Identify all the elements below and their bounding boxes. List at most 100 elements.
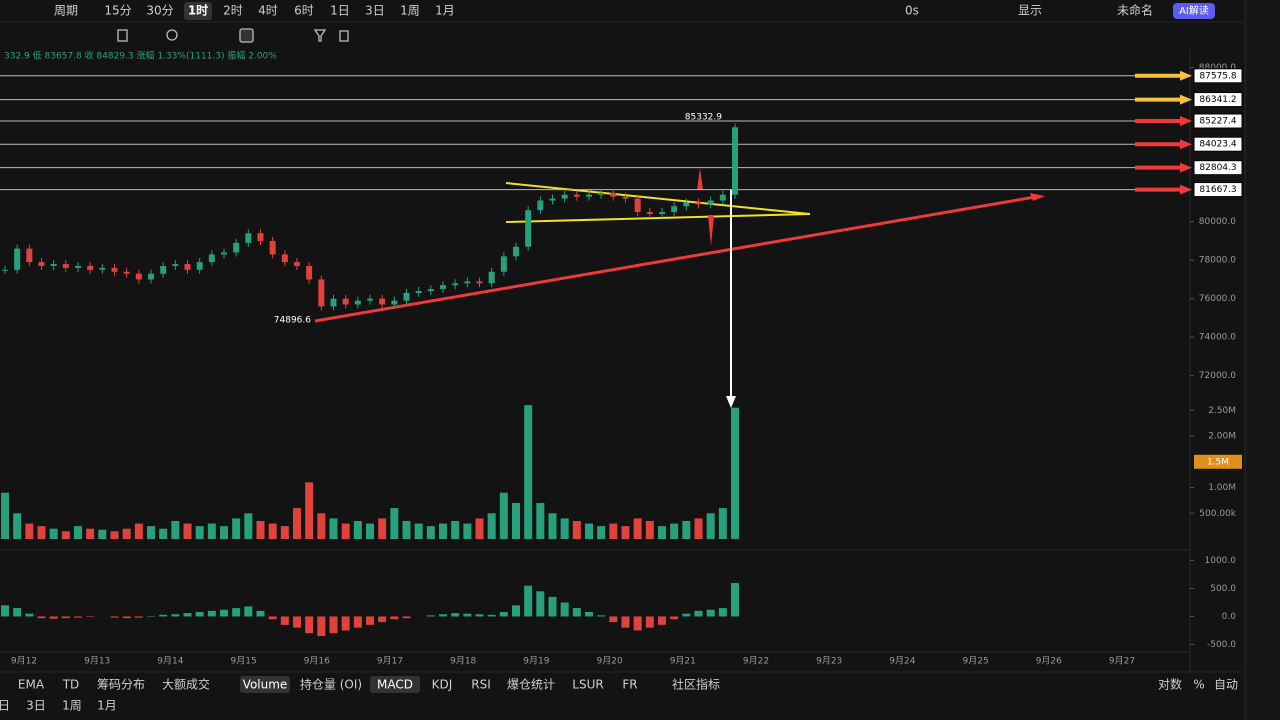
macd-bar — [499, 612, 508, 617]
macd-bar — [645, 616, 654, 628]
timeframe-tab[interactable]: 6时 — [294, 4, 314, 18]
time-label: 9月13 — [84, 656, 110, 667]
level-arrow — [1135, 184, 1192, 195]
indicator-tab[interactable]: TD — [62, 678, 80, 692]
volume-bar — [572, 520, 581, 539]
volume-bar — [390, 508, 399, 539]
volume-bar — [1, 492, 9, 539]
volume-bar — [195, 526, 204, 539]
time-label: 9月17 — [377, 656, 403, 667]
candle — [245, 233, 252, 243]
volume-bar — [524, 405, 533, 539]
macd-bar — [280, 616, 289, 625]
tool-icon[interactable] — [239, 28, 254, 43]
volume-bar — [293, 508, 301, 539]
candle — [14, 248, 21, 270]
period-tab[interactable]: 日 — [0, 699, 10, 713]
time-label: 9月26 — [1036, 656, 1062, 667]
candle — [99, 267, 106, 270]
timeframe-tab[interactable]: 15分 — [104, 4, 131, 18]
indicator-tab[interactable]: 社区指标 — [672, 677, 720, 692]
candle — [208, 254, 215, 263]
volume-bar — [134, 523, 143, 539]
level-arrow — [1135, 139, 1192, 150]
macd-bar — [597, 615, 606, 617]
timeframe-tab[interactable]: 1日 — [330, 4, 350, 18]
volume-bar — [694, 518, 703, 539]
time-label: 9月24 — [889, 656, 915, 667]
indicator-tab[interactable]: KDJ — [432, 678, 453, 692]
volume-bar — [658, 526, 666, 539]
timeframe-tab[interactable]: 周期 — [54, 4, 78, 18]
macd-bar — [61, 616, 70, 619]
low-label: 74896.6 — [274, 315, 311, 325]
scale-option[interactable]: % — [1193, 678, 1204, 692]
scale-option[interactable]: 对数 — [1158, 677, 1182, 692]
candle — [537, 200, 544, 211]
period-tab[interactable]: 1周 — [62, 699, 82, 713]
macd-bar — [341, 616, 350, 631]
volume-bar — [731, 407, 739, 539]
indicator-tab[interactable]: 大额成交 — [162, 677, 210, 692]
volume-bar — [633, 518, 642, 539]
volume-bar — [512, 502, 520, 539]
ai-button[interactable] — [1173, 3, 1215, 19]
macd-bar — [536, 591, 545, 617]
indicator-tab[interactable]: LSUR — [572, 678, 603, 692]
candle — [622, 196, 629, 199]
volume-bar — [341, 523, 350, 539]
toolbar-item[interactable]: 显示 — [1018, 4, 1042, 18]
toolbar-item[interactable]: 未命名 — [1117, 3, 1153, 18]
triangle-line — [505, 213, 811, 223]
scale-option[interactable]: 自动 — [1214, 678, 1238, 692]
toolbar-item[interactable]: 0s — [905, 4, 919, 18]
macd-bar — [658, 616, 666, 625]
indicator-tab[interactable]: Volume — [243, 678, 288, 692]
period-tab[interactable]: 1月 — [97, 699, 117, 713]
candle — [281, 254, 288, 263]
indicator-tab[interactable]: 筹码分布 — [97, 678, 145, 692]
level-label: 86341.2 — [1199, 95, 1236, 105]
candle — [695, 202, 702, 205]
macd-bar — [621, 616, 630, 628]
candle — [354, 300, 361, 305]
tool-icon[interactable] — [117, 29, 128, 42]
timeframe-tab[interactable]: 3日 — [365, 4, 385, 18]
macd-bar — [670, 616, 679, 620]
macd-bar — [183, 613, 192, 617]
volume-tick-label: 500.00k — [1199, 509, 1236, 519]
candle — [294, 262, 300, 266]
active-indicator — [370, 676, 420, 693]
level-label: 85227.4 — [1199, 117, 1236, 127]
volume-bar — [86, 528, 95, 539]
tool-icon[interactable] — [313, 29, 327, 42]
timeframe-tab[interactable]: 4时 — [258, 4, 278, 18]
volume-bar — [585, 523, 593, 539]
timeframe-tab[interactable]: 1时 — [188, 3, 208, 18]
volume-bar — [147, 526, 155, 539]
macd-bar — [378, 616, 387, 623]
macd-bar — [232, 608, 241, 617]
candle — [318, 279, 325, 307]
macd-bar — [74, 616, 82, 618]
timeframe-tab[interactable]: 2时 — [223, 4, 243, 18]
indicator-tab[interactable]: RSI — [471, 678, 491, 692]
tool-icon[interactable] — [339, 30, 349, 42]
tool-icon[interactable] — [166, 29, 178, 41]
timeframe-tab[interactable]: 30分 — [146, 4, 173, 18]
period-tab[interactable]: 3日 — [26, 699, 46, 713]
volume-bar — [366, 523, 374, 539]
volume-bar — [159, 528, 168, 539]
volume-tick-label: 2.50M — [1208, 406, 1236, 416]
timeframe-tab[interactable]: 1月 — [435, 4, 455, 18]
level-label: 81667.3 — [1199, 185, 1236, 195]
indicator-tab[interactable]: MACD — [377, 678, 413, 692]
indicator-tab[interactable]: FR — [622, 678, 637, 692]
macd-bar — [548, 596, 557, 617]
candle — [561, 194, 568, 199]
indicator-tab[interactable]: 爆仓统计 — [507, 678, 555, 692]
timeframe-tab[interactable]: 1周 — [400, 4, 420, 18]
indicator-tab[interactable]: EMA — [18, 678, 45, 692]
indicator-tab[interactable]: 持仓量 (OI) — [300, 677, 362, 692]
volume-bar — [451, 520, 460, 539]
